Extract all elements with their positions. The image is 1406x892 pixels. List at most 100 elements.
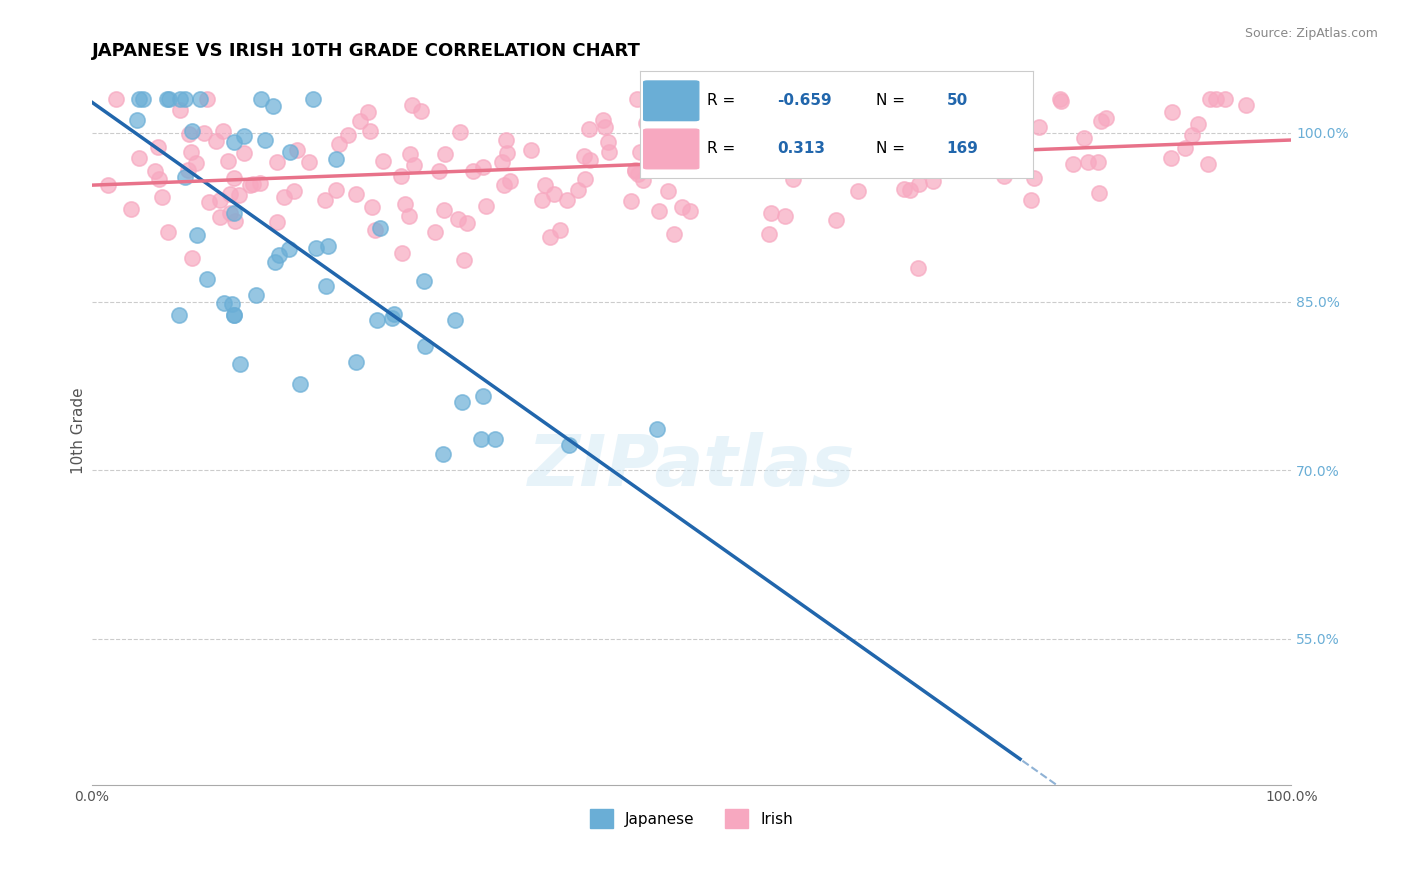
Irish bbox=[456, 216, 478, 230]
Japanese bbox=[173, 170, 195, 185]
Irish bbox=[195, 92, 218, 106]
Irish bbox=[360, 201, 382, 215]
Irish bbox=[1028, 120, 1050, 135]
Irish bbox=[574, 149, 596, 163]
Irish bbox=[198, 194, 221, 209]
Irish bbox=[217, 153, 239, 168]
Irish bbox=[647, 204, 669, 219]
Irish bbox=[900, 183, 922, 197]
Irish bbox=[193, 126, 215, 140]
Irish bbox=[548, 223, 571, 237]
Irish bbox=[1090, 114, 1112, 128]
Irish bbox=[846, 184, 869, 198]
Irish bbox=[574, 171, 596, 186]
Irish bbox=[169, 103, 191, 117]
Japanese bbox=[212, 296, 235, 310]
Irish bbox=[1077, 155, 1099, 169]
Irish bbox=[208, 193, 231, 207]
Irish bbox=[239, 178, 262, 192]
Irish bbox=[697, 144, 720, 158]
Japanese bbox=[315, 278, 337, 293]
Irish bbox=[105, 92, 128, 106]
Irish bbox=[120, 202, 142, 217]
Irish bbox=[531, 193, 554, 207]
Japanese bbox=[451, 395, 474, 409]
Irish bbox=[790, 104, 813, 119]
Irish bbox=[399, 147, 422, 161]
Irish bbox=[249, 177, 271, 191]
Japanese bbox=[302, 92, 325, 106]
Irish bbox=[799, 134, 821, 148]
Irish bbox=[492, 178, 515, 192]
Irish bbox=[596, 136, 619, 150]
Irish bbox=[283, 184, 305, 198]
Irish bbox=[627, 167, 650, 181]
Irish bbox=[1073, 131, 1095, 145]
Irish bbox=[679, 204, 702, 219]
Irish bbox=[266, 215, 288, 229]
Irish bbox=[555, 193, 578, 207]
Irish bbox=[778, 134, 800, 148]
Irish bbox=[907, 260, 929, 275]
Irish bbox=[146, 140, 169, 154]
Irish bbox=[433, 146, 456, 161]
Japanese bbox=[288, 377, 311, 392]
Japanese bbox=[169, 308, 191, 322]
Text: 169: 169 bbox=[946, 141, 979, 156]
Irish bbox=[624, 163, 647, 178]
Irish bbox=[285, 143, 308, 157]
Irish bbox=[128, 151, 150, 165]
Japanese bbox=[471, 388, 494, 402]
Irish bbox=[1187, 117, 1209, 131]
Irish bbox=[145, 164, 167, 178]
Irish bbox=[394, 197, 416, 211]
Irish bbox=[758, 227, 780, 241]
Irish bbox=[204, 134, 226, 148]
Irish bbox=[869, 154, 891, 169]
Japanese bbox=[127, 113, 149, 128]
Irish bbox=[409, 104, 432, 119]
Irish bbox=[233, 145, 256, 160]
Text: N =: N = bbox=[876, 93, 910, 108]
Japanese bbox=[558, 437, 581, 451]
Text: R =: R = bbox=[707, 93, 740, 108]
Irish bbox=[224, 171, 246, 186]
Irish bbox=[686, 124, 709, 138]
Japanese bbox=[366, 313, 388, 327]
Irish bbox=[1024, 170, 1046, 185]
Irish bbox=[578, 122, 600, 136]
Irish bbox=[364, 223, 387, 237]
Irish bbox=[1095, 111, 1118, 125]
Irish bbox=[349, 114, 371, 128]
Irish bbox=[844, 111, 866, 125]
Irish bbox=[180, 251, 202, 265]
Irish bbox=[634, 116, 657, 130]
Japanese bbox=[245, 288, 267, 302]
Japanese bbox=[432, 446, 454, 460]
Irish bbox=[427, 164, 450, 178]
Irish bbox=[371, 153, 394, 168]
Text: JAPANESE VS IRISH 10TH GRADE CORRELATION CHART: JAPANESE VS IRISH 10TH GRADE CORRELATION… bbox=[91, 42, 641, 60]
Irish bbox=[453, 253, 475, 268]
Irish bbox=[475, 199, 498, 213]
Irish bbox=[759, 151, 782, 165]
Irish bbox=[1234, 98, 1257, 112]
Irish bbox=[628, 145, 651, 159]
Irish bbox=[273, 190, 295, 204]
Irish bbox=[922, 174, 945, 188]
Irish bbox=[623, 164, 645, 178]
Irish bbox=[662, 227, 685, 241]
Irish bbox=[1087, 154, 1109, 169]
Irish bbox=[1049, 92, 1071, 106]
Japanese bbox=[156, 92, 179, 106]
Japanese bbox=[470, 432, 492, 446]
Text: 0.313: 0.313 bbox=[778, 141, 825, 156]
Japanese bbox=[224, 308, 246, 322]
Japanese bbox=[412, 275, 434, 289]
Irish bbox=[325, 184, 347, 198]
Irish bbox=[219, 186, 242, 201]
Japanese bbox=[277, 242, 299, 256]
Irish bbox=[389, 169, 412, 183]
Irish bbox=[671, 200, 693, 214]
Irish bbox=[778, 129, 800, 144]
